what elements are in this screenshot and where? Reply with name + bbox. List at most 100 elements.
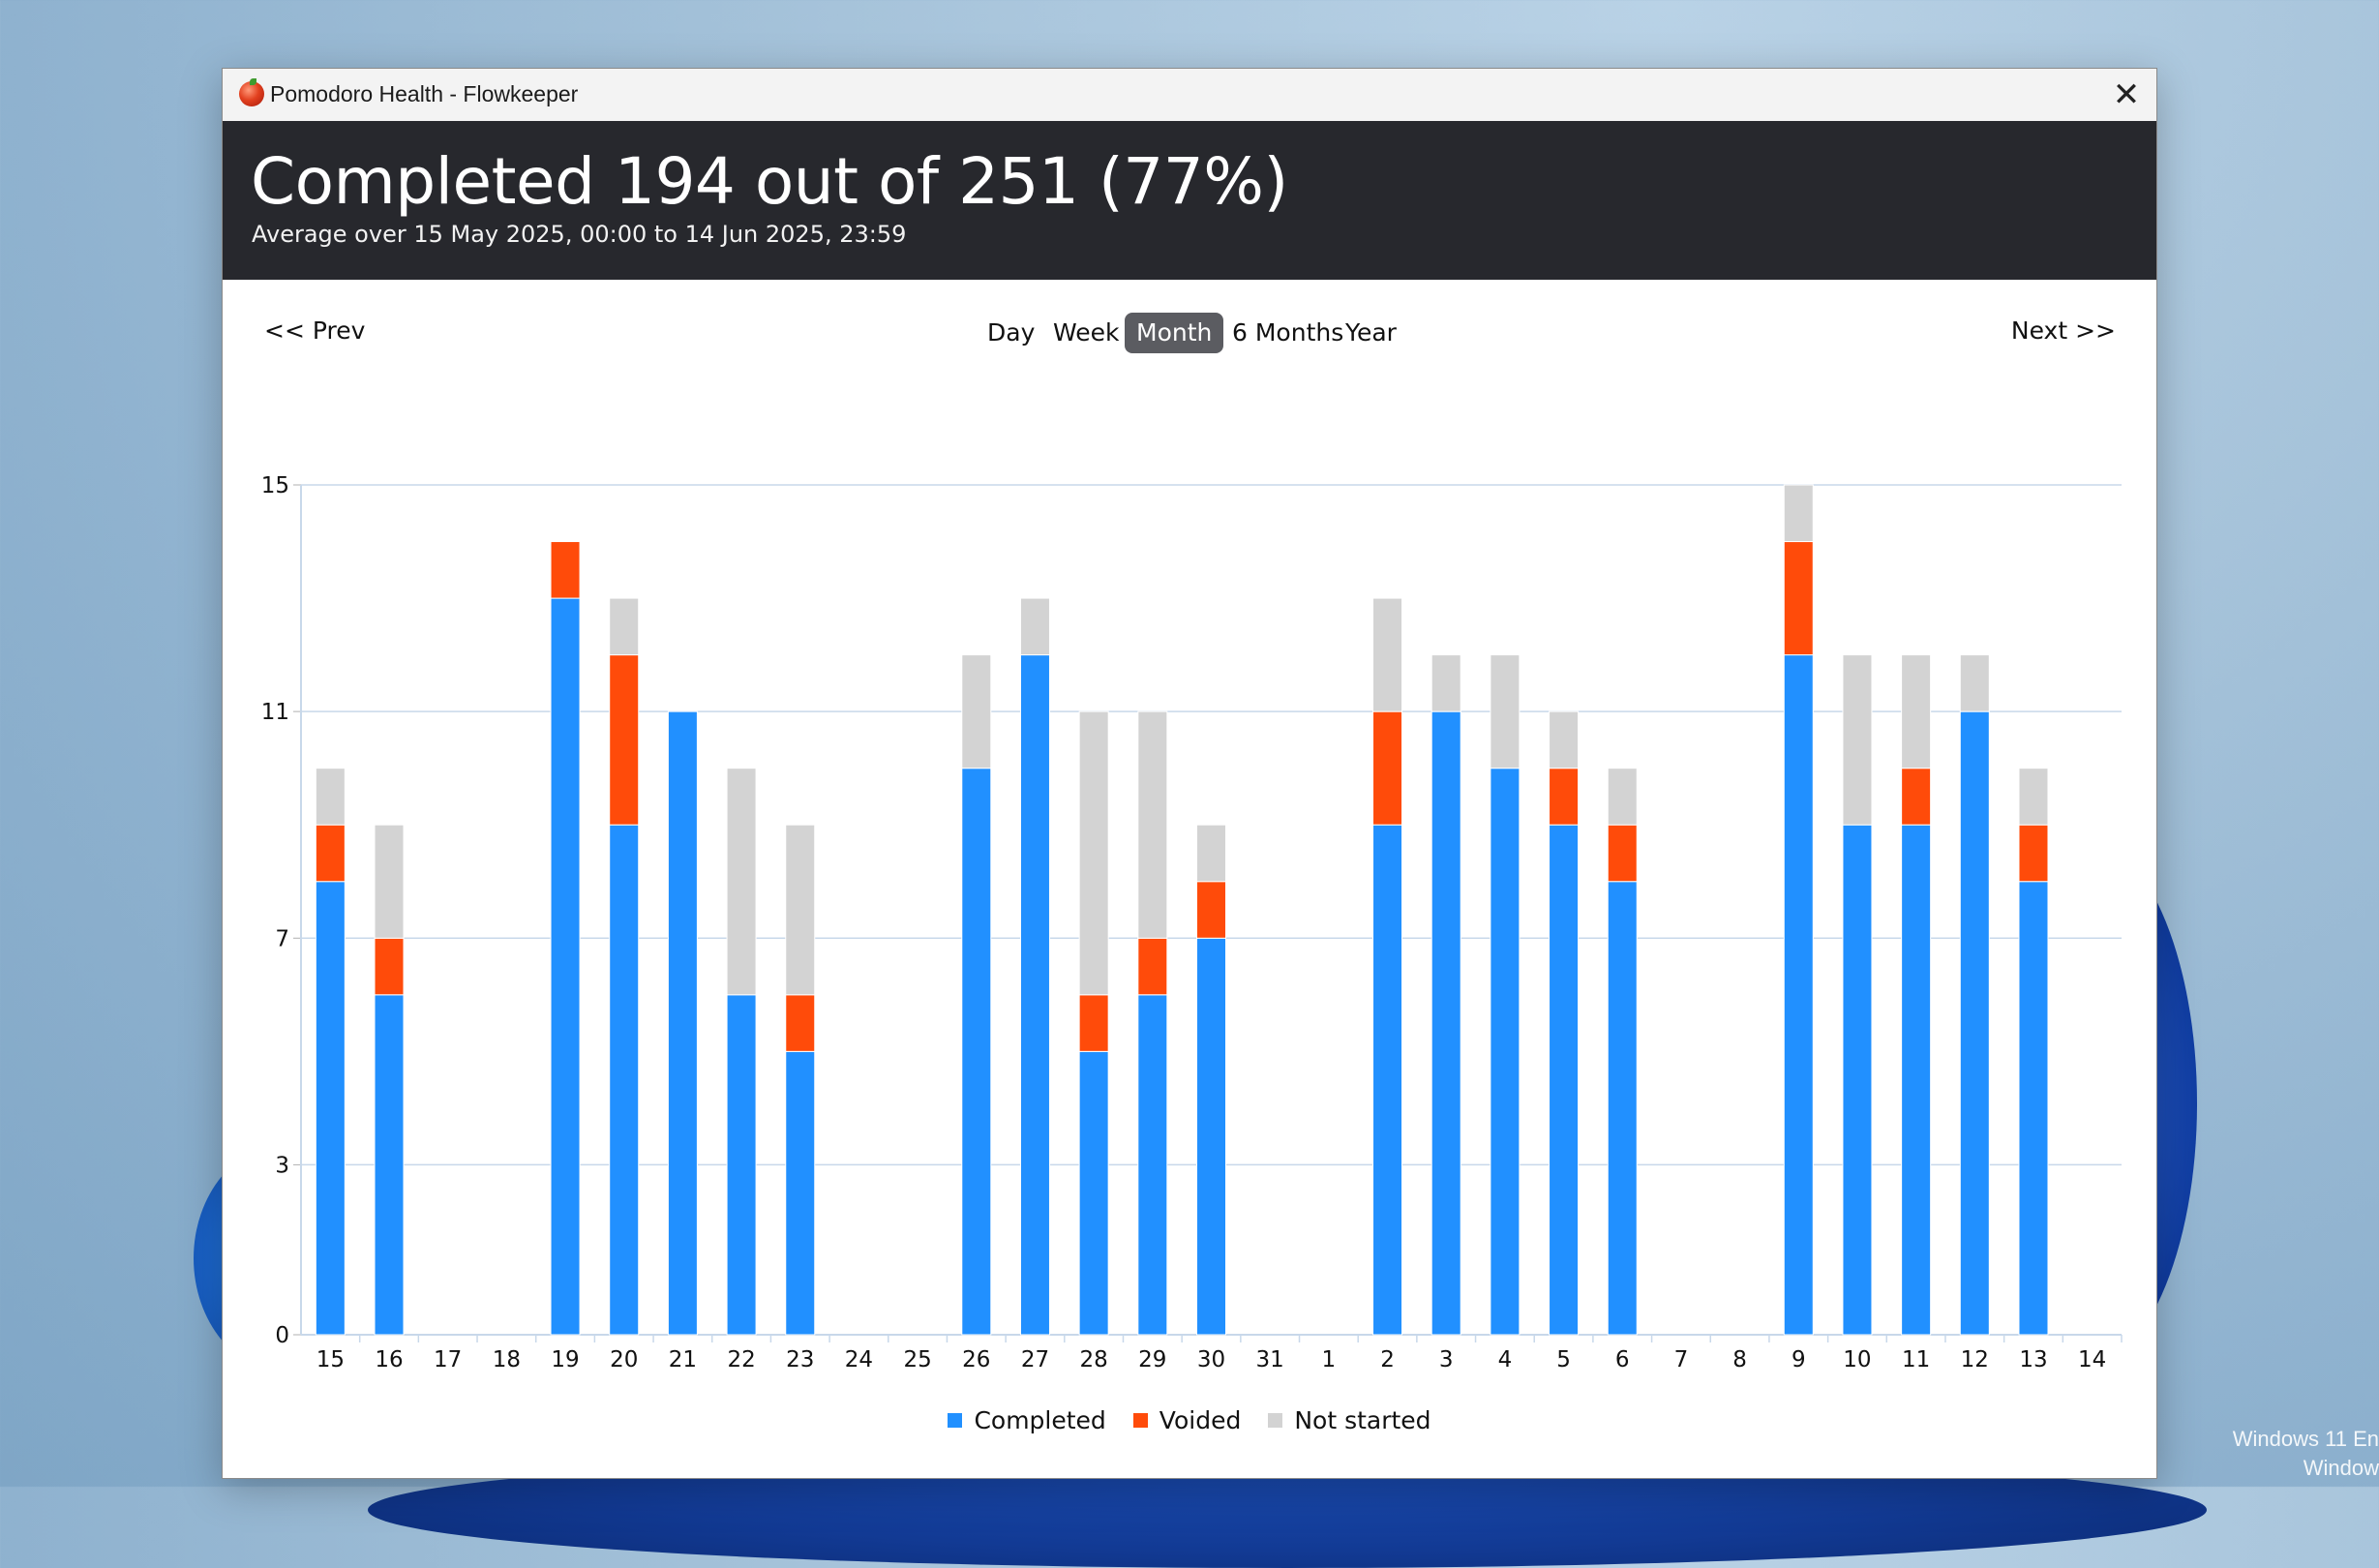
- x-tick-label: 10: [1843, 1347, 1871, 1372]
- legend-voided-swatch: [1132, 1412, 1148, 1428]
- bar-completed: [2018, 881, 2049, 1336]
- period-week-button[interactable]: Week: [1053, 318, 1120, 347]
- x-tick-label: 23: [786, 1347, 814, 1372]
- x-tick-label: 24: [845, 1347, 873, 1372]
- bar-voided: [1196, 881, 1226, 939]
- x-tick-label: 12: [1961, 1347, 1989, 1372]
- bar-not-started: [1137, 710, 1168, 939]
- bar-not-started: [374, 824, 405, 939]
- legend-not-started-swatch: [1268, 1412, 1283, 1428]
- chart-legend: Completed Voided Not started: [223, 1401, 2156, 1439]
- bar-completed: [1842, 824, 1873, 1336]
- y-tick-label: 15: [261, 473, 289, 498]
- bar-not-started: [1783, 484, 1814, 543]
- watermark-line-2: Window: [2303, 1456, 2379, 1480]
- period-navigation: << Prev Day Week Month 6 Months Year Nex…: [223, 309, 2156, 357]
- x-tick-label: 21: [669, 1347, 697, 1372]
- close-icon[interactable]: ✕: [2112, 75, 2141, 114]
- bar-not-started: [1607, 768, 1638, 826]
- legend-not-started: Not started: [1268, 1401, 1431, 1439]
- x-tick-label: 16: [375, 1347, 403, 1372]
- bar-voided: [550, 541, 581, 599]
- period-day-button[interactable]: Day: [987, 318, 1036, 347]
- bar-voided: [1901, 768, 1932, 826]
- x-tick-label: 26: [962, 1347, 990, 1372]
- bar-not-started: [1430, 654, 1461, 712]
- bar-not-started: [1959, 654, 1990, 712]
- y-tick-label: 0: [275, 1323, 289, 1348]
- bar-not-started: [961, 654, 992, 769]
- bar-voided: [1783, 541, 1814, 656]
- bar-completed: [1137, 994, 1168, 1336]
- bar-completed: [1549, 824, 1580, 1336]
- x-tick-label: 19: [551, 1347, 579, 1372]
- legend-completed-label: Completed: [974, 1405, 1106, 1434]
- x-tick-label: 9: [1792, 1347, 1806, 1372]
- watermark-line-1: Windows 11 En: [2232, 1427, 2379, 1451]
- bar-completed: [1901, 824, 1932, 1336]
- stacked-bar-chart: 0 3 7 11 15 15 16 17 18 19 20 21 22 23 24 25 26 27 28 29 30 3…: [223, 388, 2156, 1395]
- bar-voided: [1372, 710, 1403, 826]
- bar-completed: [667, 710, 698, 1336]
- x-tick-label: 1: [1322, 1347, 1337, 1372]
- x-tick-label: 3: [1439, 1347, 1454, 1372]
- legend-voided: Voided: [1132, 1401, 1242, 1439]
- prev-button[interactable]: << Prev: [264, 317, 366, 345]
- legend-completed: Completed: [948, 1401, 1106, 1439]
- legend-not-started-label: Not started: [1294, 1405, 1431, 1434]
- bar-completed: [961, 768, 992, 1336]
- x-tick-label: 2: [1380, 1347, 1395, 1372]
- bar-completed: [1196, 937, 1226, 1336]
- bar-voided: [1549, 768, 1580, 826]
- window-title: Pomodoro Health - Flowkeeper: [270, 81, 579, 106]
- x-tick-label: 13: [2019, 1347, 2047, 1372]
- bar-completed: [1783, 654, 1814, 1336]
- bar-not-started: [726, 768, 757, 996]
- bar-completed: [315, 881, 346, 1336]
- next-button[interactable]: Next >>: [2010, 317, 2116, 345]
- bar-not-started: [1196, 824, 1226, 883]
- x-tick-label: 11: [1902, 1347, 1930, 1372]
- x-tick-label: 31: [1256, 1347, 1284, 1372]
- x-tick-label: 8: [1732, 1347, 1747, 1372]
- bar-completed: [1607, 881, 1638, 1336]
- bar-completed: [1078, 1050, 1109, 1336]
- y-tick-label: 3: [275, 1153, 289, 1178]
- x-tick-label: 6: [1615, 1347, 1630, 1372]
- bar-not-started: [2018, 768, 2049, 826]
- period-year-button[interactable]: Year: [1345, 318, 1397, 347]
- pomodoro-health-window: Pomodoro Health - Flowkeeper ✕ Completed…: [222, 68, 2157, 1479]
- bar-not-started: [1372, 597, 1403, 712]
- bar-not-started: [1549, 710, 1580, 769]
- bar-completed: [374, 994, 405, 1336]
- x-tick-label: 4: [1498, 1347, 1513, 1372]
- completion-headline: Completed 194 out of 251 (77%): [251, 144, 1288, 219]
- x-tick-label: 29: [1138, 1347, 1166, 1372]
- bar-completed: [1959, 710, 1990, 1336]
- x-tick-label: 25: [903, 1347, 931, 1372]
- bar-not-started: [609, 597, 640, 656]
- bar-not-started: [315, 768, 346, 826]
- bar-voided: [1078, 994, 1109, 1052]
- bar-completed: [1490, 768, 1521, 1336]
- window-titlebar[interactable]: Pomodoro Health - Flowkeeper ✕: [223, 69, 2156, 121]
- bar-completed: [1019, 654, 1050, 1336]
- period-month-button[interactable]: Month: [1125, 313, 1224, 353]
- bar-not-started: [1901, 654, 1932, 769]
- x-tick-label: 5: [1556, 1347, 1571, 1372]
- x-tick-label: 30: [1197, 1347, 1225, 1372]
- bar-completed: [1372, 824, 1403, 1336]
- x-tick-label: 18: [493, 1347, 521, 1372]
- bar-completed: [609, 824, 640, 1336]
- x-tick-label: 7: [1674, 1347, 1689, 1372]
- x-tick-label: 17: [434, 1347, 462, 1372]
- period-6-months-button[interactable]: 6 Months: [1232, 318, 1344, 347]
- legend-voided-label: Voided: [1159, 1405, 1242, 1434]
- bar-voided: [1137, 937, 1168, 996]
- x-tick-label: 27: [1021, 1347, 1049, 1372]
- summary-header: Completed 194 out of 251 (77%) Average o…: [223, 121, 2156, 280]
- x-tick-label: 22: [727, 1347, 755, 1372]
- bar-completed: [1430, 710, 1461, 1336]
- bar-not-started: [1842, 654, 1873, 826]
